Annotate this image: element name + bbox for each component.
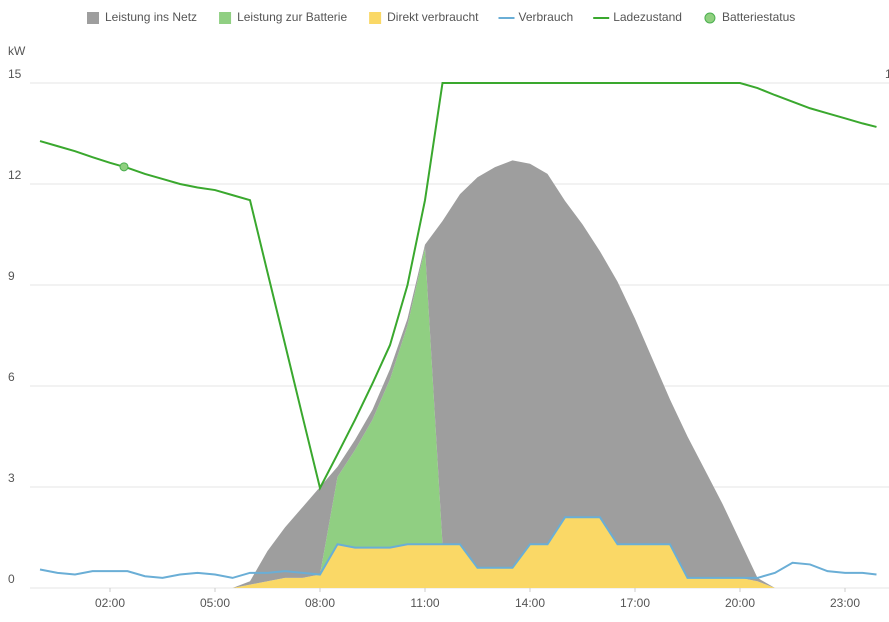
x-tick-label: 02:00 [95, 596, 125, 610]
x-tick-label: 23:00 [830, 596, 860, 610]
x-tick-label: 17:00 [620, 596, 650, 610]
y-tick-label: 0 [8, 572, 15, 586]
point [119, 162, 129, 172]
legend-label: Verbrauch [519, 10, 574, 24]
y-tick-label: 15 [8, 67, 22, 81]
legend-label: Batteriestatus [722, 10, 795, 24]
x-tick-label: 11:00 [410, 596, 439, 610]
line [39, 82, 877, 491]
x-tick-label: 05:00 [200, 596, 230, 610]
legend-label: Direkt verbraucht [387, 10, 479, 24]
line [39, 516, 877, 579]
legend-icon [369, 12, 382, 24]
y-axis-label: kW [8, 44, 26, 58]
x-tick-label: 14:00 [515, 596, 545, 610]
y-tick-label: 12 [8, 168, 22, 182]
y-tick-label: 6 [8, 370, 15, 384]
legend-icon [219, 12, 232, 24]
y-tick-label: 9 [8, 269, 15, 283]
y-tick-label: 3 [8, 471, 15, 485]
area [40, 517, 877, 588]
area [40, 160, 877, 588]
x-tick-label: 08:00 [305, 596, 335, 610]
legend-icon [87, 12, 99, 24]
legend-label: Leistung ins Netz [105, 10, 197, 24]
x-tick-label: 20:00 [725, 596, 755, 610]
legend-label: Leistung zur Batterie [237, 10, 347, 24]
y2-tick-label: 100 [885, 67, 889, 81]
legend-icon [704, 12, 716, 24]
legend-label: Ladezustand [613, 10, 682, 24]
